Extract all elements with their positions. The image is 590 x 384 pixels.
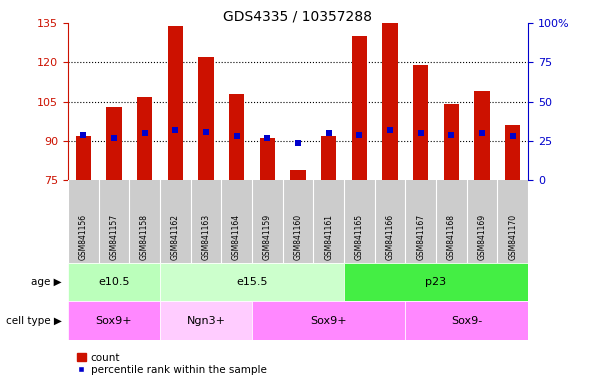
Point: [140, 130, 149, 136]
Bar: [106, 107, 122, 180]
Bar: [68, 263, 160, 301]
Point: [385, 127, 395, 133]
Text: GSM841162: GSM841162: [171, 214, 180, 260]
Bar: [382, 23, 398, 180]
Text: GSM841169: GSM841169: [477, 214, 487, 260]
Point: [324, 130, 333, 136]
Text: p23: p23: [425, 277, 447, 287]
Bar: [137, 96, 152, 180]
Text: e10.5: e10.5: [98, 277, 130, 287]
Point: [78, 132, 88, 138]
Text: GSM841163: GSM841163: [201, 214, 211, 260]
Text: GDS4335 / 10357288: GDS4335 / 10357288: [224, 10, 372, 23]
Bar: [405, 301, 528, 340]
Text: e15.5: e15.5: [236, 277, 268, 287]
Point: [232, 133, 241, 139]
Text: GSM841165: GSM841165: [355, 214, 364, 260]
Bar: [290, 170, 306, 180]
Point: [293, 140, 303, 146]
Bar: [252, 301, 405, 340]
Text: GSM841170: GSM841170: [508, 214, 517, 260]
Bar: [474, 91, 490, 180]
Point: [477, 130, 487, 136]
Text: GSM841164: GSM841164: [232, 214, 241, 260]
Text: GSM841168: GSM841168: [447, 214, 456, 260]
Bar: [344, 263, 528, 301]
Text: age ▶: age ▶: [31, 277, 62, 287]
Bar: [76, 136, 91, 180]
Bar: [160, 301, 252, 340]
Text: GSM841166: GSM841166: [385, 214, 395, 260]
Bar: [160, 263, 344, 301]
Text: GSM841157: GSM841157: [109, 214, 119, 260]
Text: GSM841161: GSM841161: [324, 214, 333, 260]
Bar: [352, 36, 367, 180]
Point: [201, 129, 211, 135]
Point: [355, 132, 364, 138]
Text: GSM841159: GSM841159: [263, 214, 272, 260]
Bar: [229, 94, 244, 180]
Text: Sox9-: Sox9-: [451, 316, 482, 326]
Text: GSM841160: GSM841160: [293, 214, 303, 260]
Point: [171, 127, 180, 133]
Text: GSM841156: GSM841156: [78, 214, 88, 260]
Text: GSM841158: GSM841158: [140, 214, 149, 260]
Point: [109, 135, 119, 141]
Text: cell type ▶: cell type ▶: [6, 316, 62, 326]
Legend: count, percentile rank within the sample: count, percentile rank within the sample: [73, 348, 271, 379]
Point: [508, 133, 517, 139]
Bar: [68, 301, 160, 340]
Bar: [260, 139, 275, 180]
Bar: [321, 136, 336, 180]
Text: Sox9+: Sox9+: [310, 316, 347, 326]
Point: [447, 132, 456, 138]
Text: Sox9+: Sox9+: [96, 316, 132, 326]
Bar: [444, 104, 459, 180]
Text: Ngn3+: Ngn3+: [186, 316, 225, 326]
Point: [263, 135, 272, 141]
Bar: [413, 65, 428, 180]
Bar: [168, 26, 183, 180]
Point: [416, 130, 425, 136]
Bar: [505, 125, 520, 180]
Text: GSM841167: GSM841167: [416, 214, 425, 260]
Bar: [198, 57, 214, 180]
